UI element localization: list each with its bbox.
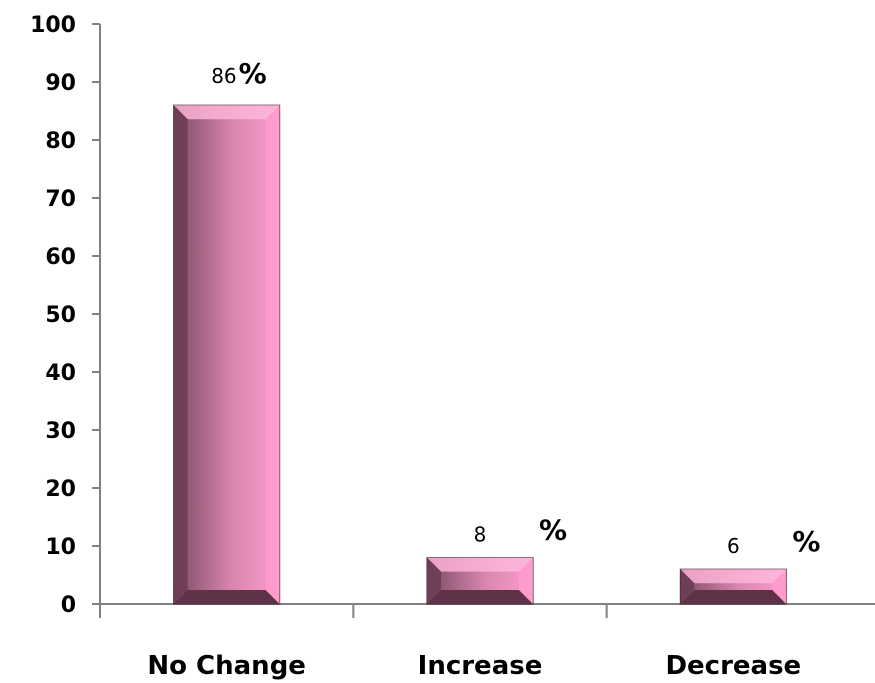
y-tick-label: 80 [45,129,76,154]
data-label-value: 8 [474,523,487,547]
data-label-value: 86 [211,64,236,88]
y-tick-label: 20 [45,477,76,502]
y-tick-label: 10 [45,535,76,560]
data-label-value: 6 [727,534,740,558]
bar-bevel-left [680,569,695,604]
x-category-label: Decrease [665,651,801,681]
data-label-unit: % [239,57,267,90]
y-tick-label: 30 [45,419,76,444]
bar-bevel-left [173,105,188,604]
bar-bevel-right [519,557,533,604]
bars [173,104,787,605]
data-label-unit: % [792,525,820,558]
bar-body [173,104,281,605]
y-axis-ticks: 0 10 20 30 40 50 60 70 80 90 100 [30,13,100,618]
bar-bevel-bottom [427,590,533,604]
bar-no-change [173,104,281,605]
data-label-unit: % [539,514,567,547]
bar-bevel-top [427,557,533,572]
x-category-label: No Change [147,651,306,681]
bar-bevel-bottom [680,590,787,604]
y-tick-label: 90 [45,71,76,96]
bar-bevel-right [772,569,787,604]
bar-bevel-top [173,105,280,120]
data-labels: 86 % 8% 6% [211,57,820,558]
y-tick-label: 0 [61,593,76,618]
bar-bevel-left [427,557,441,604]
bar-bevel-bottom [173,590,280,604]
y-tick-label: 40 [45,361,76,386]
x-category-label: Increase [418,651,543,681]
y-tick-label: 50 [45,303,76,328]
y-tick-label: 100 [30,13,76,38]
y-tick-label: 60 [45,245,76,270]
bar-bevel-top [680,569,787,584]
bar-bevel-right [265,105,280,604]
y-tick-label: 70 [45,187,76,212]
bar-decrease [679,568,787,605]
x-axis-categories: No Change Increase Decrease [147,651,801,681]
bar-increase [426,557,534,605]
